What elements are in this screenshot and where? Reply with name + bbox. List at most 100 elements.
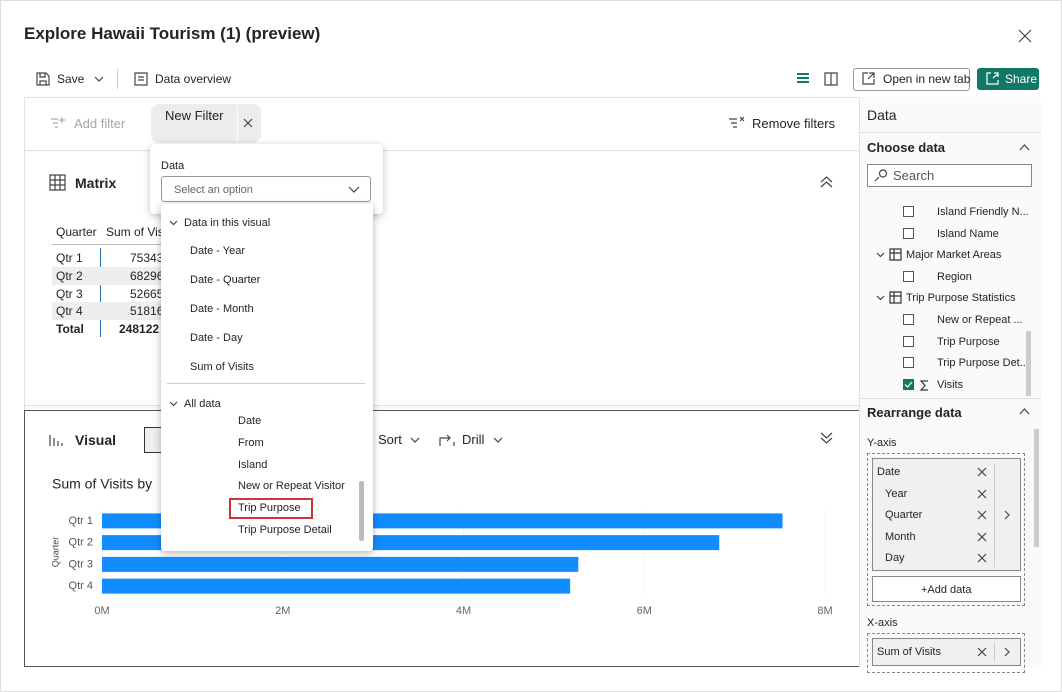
remove-field[interactable] [977, 489, 987, 499]
field-checkbox[interactable] [903, 335, 914, 347]
remove-field-glyph [977, 553, 987, 563]
expand-visual[interactable] [820, 432, 833, 444]
group-chevron[interactable] [169, 401, 178, 407]
remove-filters-button[interactable]: Remove filters [752, 116, 836, 131]
save-button[interactable]: Save [57, 72, 85, 86]
list-option[interactable]: Date [238, 415, 262, 427]
well-field[interactable]: Month [885, 530, 916, 543]
list-option[interactable]: Date - Month [190, 303, 254, 315]
list-option[interactable]: From [238, 436, 264, 449]
choose-data-header[interactable]: Choose data [867, 140, 946, 155]
y-tick-label: Qtr 2 [69, 537, 93, 549]
list-option[interactable]: Trip Purpose [238, 502, 301, 515]
rearrange-chevron[interactable] [1019, 408, 1030, 415]
matrix-cell: Qtr 2 [56, 268, 83, 283]
add-data-label: +Add data [921, 584, 972, 596]
data-overview-icon[interactable] [134, 72, 148, 86]
group-header[interactable]: All data [184, 398, 221, 410]
field-label[interactable]: Visits [937, 378, 964, 391]
field-checkbox[interactable] [903, 314, 914, 325]
search-box[interactable] [867, 164, 1032, 187]
field-label[interactable]: Island Friendly N... [937, 206, 1029, 218]
matrix-cell: 75343 [130, 251, 164, 265]
matrix-header: Sum of Visi [106, 225, 161, 239]
list-option[interactable]: Sum of Visits [190, 361, 254, 373]
matrix-cell: Qtr 1 [56, 251, 83, 265]
well-field[interactable]: Quarter [885, 509, 923, 522]
close-icon[interactable] [1018, 29, 1032, 43]
remove-pill-icon[interactable] [243, 118, 253, 128]
save-chevron[interactable] [94, 76, 104, 82]
open-new-tab-label: Open in new tab [883, 72, 971, 86]
group-expand[interactable] [1004, 510, 1010, 520]
list-option[interactable]: Date - Quarter [190, 274, 261, 286]
well-field[interactable]: Year [885, 487, 908, 500]
well-field[interactable]: Day [885, 552, 905, 565]
table-name[interactable]: Trip Purpose Statistics [906, 292, 1016, 305]
field-checkbox[interactable] [903, 378, 914, 390]
matrix-icon [49, 174, 66, 191]
remove-field[interactable] [977, 532, 987, 542]
select-box[interactable] [161, 176, 371, 202]
field-checkbox[interactable] [903, 206, 914, 217]
table-name[interactable]: Major Market Areas [906, 249, 1002, 262]
remove-field[interactable] [977, 510, 987, 520]
drill-button[interactable]: Drill [462, 432, 485, 447]
list-option[interactable]: Date - Year [190, 245, 246, 257]
well-field[interactable]: Sum of Visits [877, 646, 941, 658]
collapse-matrix[interactable] [820, 176, 833, 188]
well-field[interactable]: Date [877, 466, 901, 478]
field-checkbox[interactable] [903, 357, 914, 369]
table-icon [889, 248, 902, 261]
save-icon[interactable] [36, 72, 50, 86]
chevron-glyph [348, 186, 360, 193]
remove-field[interactable] [977, 553, 987, 563]
matrix-cell: Qtr 3 [56, 286, 83, 301]
data-overview-button[interactable]: Data overview [155, 72, 232, 86]
table-icon-glyph [889, 291, 902, 304]
search-placeholder: Search [893, 168, 935, 183]
field-label[interactable]: New or Repeat ... [937, 314, 1023, 326]
remove-field[interactable] [977, 467, 987, 477]
row-band [52, 302, 162, 321]
remove-field[interactable] [977, 647, 987, 657]
split-glyph [824, 72, 838, 86]
list-option[interactable]: Trip Purpose Detail [238, 524, 332, 536]
x-tick-label: 2M [275, 605, 290, 617]
open-new-tab-button[interactable] [853, 68, 970, 91]
table-chevron-glyph [876, 295, 885, 301]
y-axis-title: Quarter [50, 537, 60, 568]
table-chevron[interactable] [876, 252, 885, 258]
checkmark-glyph [904, 381, 913, 388]
pane-title: Data [867, 107, 897, 123]
field-label[interactable]: Island Name [937, 227, 999, 240]
field-checkbox[interactable] [903, 270, 914, 282]
choose-chevron[interactable] [1019, 144, 1030, 151]
new-filter-pill[interactable] [151, 104, 261, 143]
rearrange-header[interactable]: Rearrange data [867, 405, 962, 420]
group-chevron[interactable] [169, 220, 178, 226]
field-label[interactable]: Trip Purpose [937, 335, 1000, 348]
field-label[interactable]: Trip Purpose Det... [937, 357, 1029, 370]
table-chevron-glyph [876, 252, 885, 258]
group-expand[interactable] [1004, 647, 1010, 657]
x-axis-well [867, 633, 1025, 673]
layout-icon[interactable] [797, 72, 809, 85]
add-data-button[interactable] [872, 576, 1021, 602]
header-rule [52, 244, 162, 245]
add-filter-button[interactable]: Add filter [74, 116, 126, 131]
matrix-cell: 51816 [130, 304, 164, 319]
list-option[interactable]: New or Repeat Visitor [238, 480, 345, 493]
table-chevron[interactable] [876, 295, 885, 301]
list-option[interactable]: Date - Day [190, 332, 243, 344]
matrix-cell: 52665 [130, 286, 164, 301]
group-chevron-glyph [169, 220, 178, 226]
group-header[interactable]: Data in this visual [184, 217, 271, 229]
matrix-header: Quarter [56, 225, 97, 239]
field-label[interactable]: Region [937, 270, 972, 283]
list-option[interactable]: Island [238, 458, 268, 471]
sort-button[interactable]: Sort [378, 432, 402, 447]
field-checkbox[interactable] [903, 227, 914, 239]
split-icon[interactable] [824, 72, 838, 86]
